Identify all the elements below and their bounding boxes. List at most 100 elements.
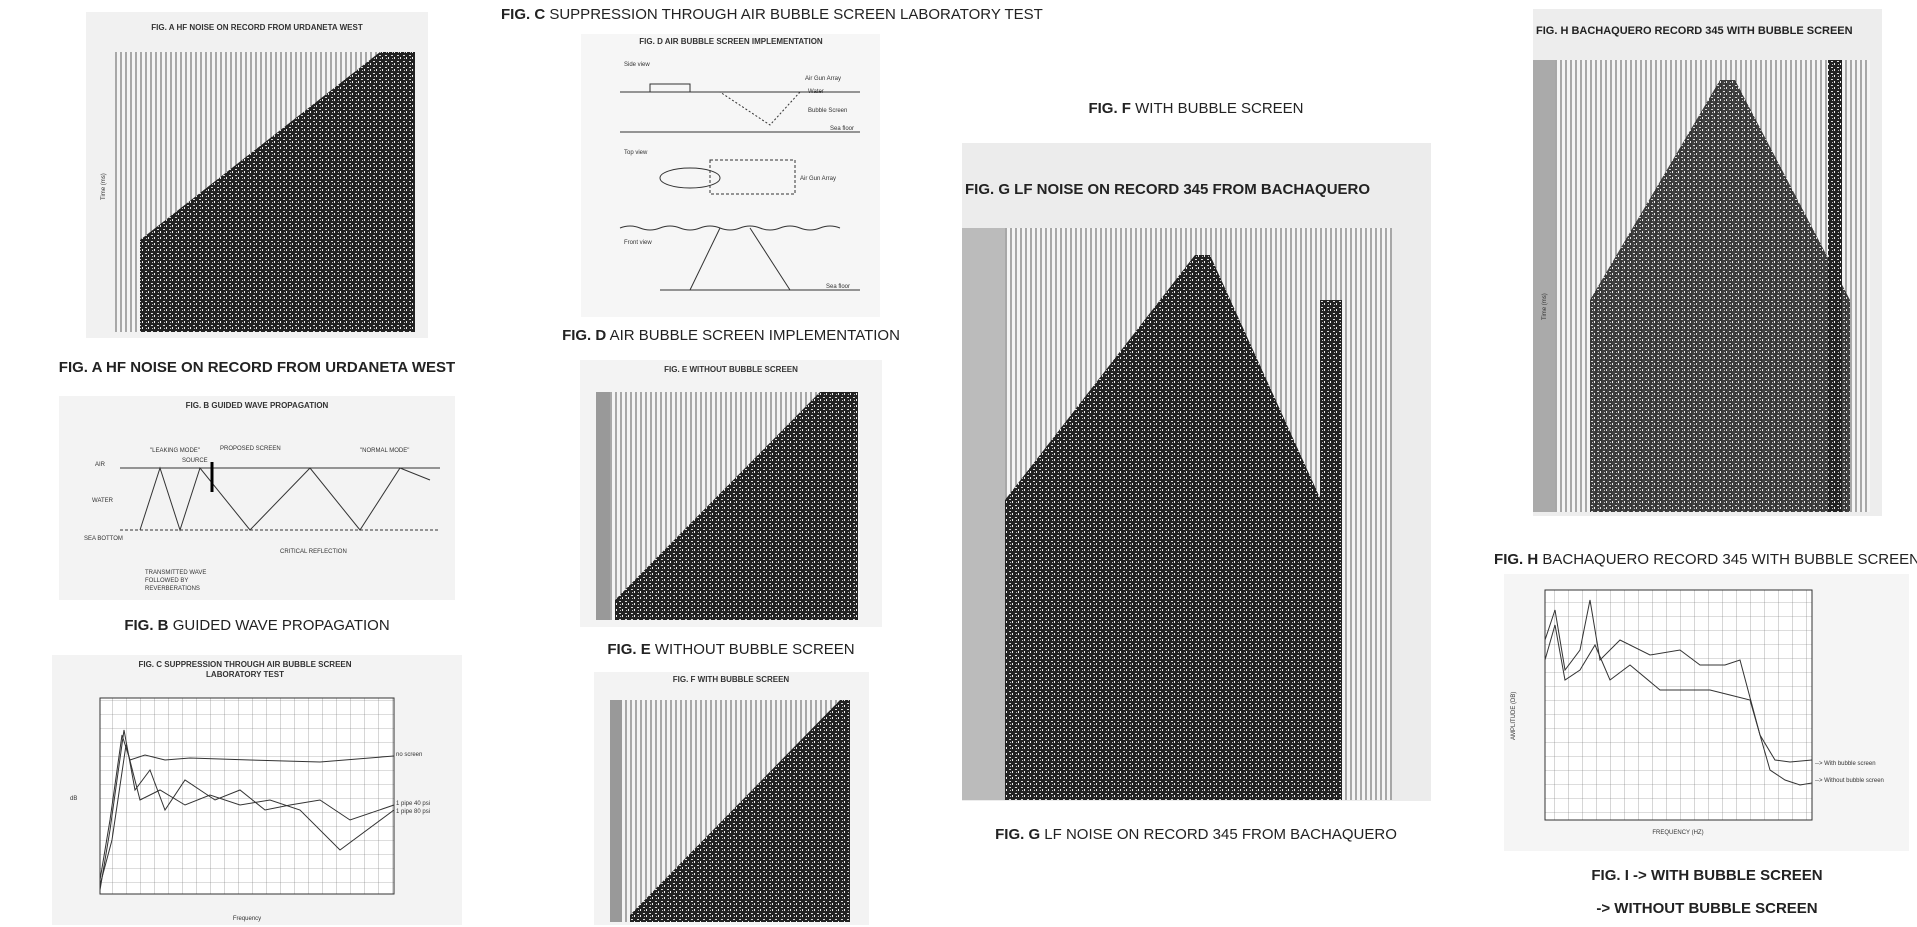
label: AMPLITUDE (DB) [1511, 692, 1517, 740]
label: Sea floor [830, 126, 854, 132]
axis-strip [962, 228, 1005, 800]
panel-title: LABORATORY TEST [206, 670, 284, 679]
caption-text: HF NOISE ON RECORD FROM URDANETA WEST [106, 359, 455, 376]
label: 1 pipe 80 psi [396, 809, 430, 815]
panel-title: FIG. D AIR BUBBLE SCREEN IMPLEMENTATION [639, 37, 823, 46]
caption: -> WITHOUT BUBBLE SCREEN [1596, 900, 1817, 917]
ray-path [139, 466, 431, 532]
caption-label: FIG. G [995, 826, 1040, 843]
noise [1590, 80, 1850, 512]
label: TRANSMITTED WAVE [145, 570, 206, 576]
label: Sea floor [826, 284, 850, 290]
caption-label: FIG. F [1088, 100, 1131, 117]
caption: FIG. B GUIDED WAVE PROPAGATION [124, 617, 389, 634]
panel-title: FIG. G LF NOISE ON RECORD 345 FROM BACHA… [965, 181, 1370, 198]
figure-i: --> With bubble screen --> Without bubbl… [1504, 574, 1909, 851]
label: PROPOSED SCREEN [220, 446, 281, 452]
figure-d: FIG. D AIR BUBBLE SCREEN IMPLEMENTATION … [581, 34, 880, 317]
label: no screen [396, 752, 422, 758]
label: SEA BOTTOM [84, 536, 123, 542]
panel-title: FIG. B GUIDED WAVE PROPAGATION [186, 401, 329, 410]
figure-g: FIG. G LF NOISE ON RECORD 345 FROM BACHA… [962, 143, 1431, 801]
curve [1544, 599, 1813, 763]
caption-text: WITHOUT BUBBLE SCREEN [655, 641, 855, 658]
curve [99, 744, 395, 886]
label: --> Without bubble screen [1815, 778, 1884, 784]
figure-c: FIG. C SUPPRESSION THROUGH AIR BUBBLE SC… [52, 655, 462, 925]
label: dB [70, 796, 77, 802]
panel-title: FIG. H BACHAQUERO RECORD 345 WITH BUBBLE… [1536, 25, 1853, 37]
caption-label: FIG. C [501, 6, 545, 23]
axis-strip [1533, 60, 1555, 512]
label: Air Gun Array [805, 76, 841, 82]
curve [99, 734, 395, 881]
figure-f: FIG. F WITH BUBBLE SCREEN [594, 672, 869, 925]
plot [1544, 589, 1813, 821]
label: AIR [95, 462, 106, 468]
caption-text: SUPPRESSION THROUGH AIR BUBBLE SCREEN LA… [549, 6, 1042, 23]
caption-label: FIG. E [607, 641, 650, 658]
panel-title: FIG. C SUPPRESSION THROUGH AIR BUBBLE SC… [138, 660, 351, 669]
label: REVERBERATIONS [145, 586, 200, 592]
axis-label: Time (ms) [1542, 293, 1548, 320]
label: Side view [624, 62, 650, 68]
label: Water [808, 89, 824, 95]
caption-text: GUIDED WAVE PROPAGATION [173, 617, 390, 634]
panel-title: FIG. A HF NOISE ON RECORD FROM URDANETA … [151, 23, 363, 32]
label: WATER [92, 498, 114, 504]
label: "NORMAL MODE" [360, 448, 409, 454]
axis-strip [596, 392, 610, 620]
caption: FIG. A HF NOISE ON RECORD FROM URDANETA … [59, 359, 455, 376]
curve [1544, 624, 1813, 786]
caption: FIG. D AIR BUBBLE SCREEN IMPLEMENTATION [562, 327, 900, 344]
label: Frequency [233, 916, 261, 922]
noise-band [1320, 300, 1342, 800]
panel [59, 396, 455, 600]
axis-label: Time (ms) [101, 173, 107, 200]
boat-top [659, 167, 721, 189]
figure-h: FIG. H BACHAQUERO RECORD 345 WITH BUBBLE… [1533, 9, 1882, 516]
label: Bubble Screen [808, 108, 847, 114]
screen-top [709, 159, 796, 195]
caption-text: BACHAQUERO RECORD 345 WITH BUBBLE SCREEN [1542, 551, 1917, 568]
panel-title: FIG. F WITH BUBBLE SCREEN [673, 675, 790, 684]
caption: FIG. F WITH BUBBLE SCREEN [1088, 100, 1303, 117]
caption-text: AIR BUBBLE SCREEN IMPLEMENTATION [610, 327, 900, 344]
noise [1005, 255, 1330, 800]
label: Air Gun Array [800, 176, 836, 182]
boat [649, 83, 691, 93]
caption: FIG. E WITHOUT BUBBLE SCREEN [607, 641, 854, 658]
label: "LEAKING MODE" [150, 448, 200, 454]
caption-label: FIG. H [1494, 551, 1538, 568]
noise [615, 392, 858, 620]
label: FOLLOWED BY [145, 578, 188, 584]
label: CRITICAL REFLECTION [280, 549, 347, 555]
figure-b: FIG. B GUIDED WAVE PROPAGATION "LEAKING … [59, 396, 455, 600]
caption: FIG. H BACHAQUERO RECORD 345 WITH BUBBLE… [1494, 551, 1917, 568]
caption-label: FIG. B [124, 617, 168, 634]
waves [619, 225, 841, 231]
noise [140, 52, 415, 332]
front-lines [660, 227, 860, 291]
curve [99, 729, 395, 891]
label: FREQUENCY (HZ) [1652, 830, 1703, 836]
panel [581, 34, 880, 317]
noise [630, 700, 850, 922]
caption-label: FIG. D [562, 327, 606, 344]
caption: FIG. C SUPPRESSION THROUGH AIR BUBBLE SC… [501, 6, 1043, 23]
noise-band [1828, 60, 1842, 512]
caption-text: WITH BUBBLE SCREEN [1135, 100, 1303, 117]
caption: FIG. I -> WITH BUBBLE SCREEN [1591, 867, 1822, 884]
caption-label: FIG. A [59, 359, 103, 376]
caption: FIG. G LF NOISE ON RECORD 345 FROM BACHA… [995, 826, 1397, 843]
label: Top view [624, 150, 648, 156]
figure-e: FIG. E WITHOUT BUBBLE SCREEN [580, 360, 882, 627]
label: 1 pipe 40 psi [396, 801, 430, 807]
label: SOURCE [182, 458, 208, 464]
label: Front view [624, 240, 652, 246]
axis-strip [610, 700, 622, 922]
bubble-cone [718, 91, 802, 126]
figure-a: FIG. A HF NOISE ON RECORD FROM URDANETA … [86, 12, 428, 338]
caption-text: LF NOISE ON RECORD 345 FROM BACHAQUERO [1044, 826, 1397, 843]
panel-title: FIG. E WITHOUT BUBBLE SCREEN [664, 365, 798, 374]
